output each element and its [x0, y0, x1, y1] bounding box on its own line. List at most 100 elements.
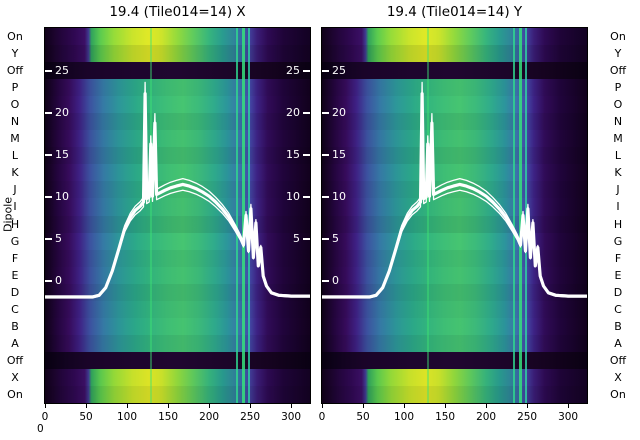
dipole-tick-column-left: On Y Off P O N M L K J I H G F E D C B A Off X On: [0, 28, 30, 403]
x-tick-label: 150: [158, 411, 179, 423]
value-tick-left: [45, 196, 52, 198]
dipole-tick-off: Off: [6, 353, 24, 367]
value-tick-left: [45, 238, 52, 240]
dipole-tick-m: M: [10, 132, 20, 146]
dipole-tick-e: E: [614, 268, 622, 282]
value-tick-label-left: 10: [55, 190, 69, 203]
x-tick: [86, 403, 87, 408]
dipole-tick-a: A: [614, 336, 622, 350]
x-tick: [527, 403, 529, 408]
dipole-tick-o: O: [613, 98, 623, 112]
value-tick-left: [45, 112, 52, 114]
dipole-tick-off: Off: [609, 353, 627, 367]
dipole-tick-column-right: On Y Off P O N M L K J I H G F E D C B A Off X On: [601, 28, 635, 403]
value-tick-label-left: 10: [332, 190, 346, 203]
dipole-tick-g: G: [613, 234, 623, 248]
value-tick-label-left: 5: [55, 232, 62, 245]
trace-polyline: [322, 92, 587, 299]
x-tick-label: 250: [240, 411, 261, 423]
dipole-tick-f: F: [614, 251, 622, 265]
dipole-tick-p: P: [614, 81, 622, 95]
value-tick-label-right: 25: [286, 64, 300, 77]
x-tick: [250, 403, 252, 408]
value-tick-label-right: 10: [286, 190, 300, 203]
dipole-tick-f: F: [11, 251, 19, 265]
value-tick-label-left: 5: [332, 232, 339, 245]
dipole-tick-g: G: [10, 234, 20, 248]
x-tick-label: 0: [318, 411, 326, 423]
stray-zero-label: 0: [37, 423, 44, 435]
value-tick-left: [322, 154, 329, 156]
x-tick-label: 250: [517, 411, 538, 423]
x-tick: [209, 403, 211, 408]
dipole-tick-j: J: [13, 183, 17, 197]
dipole-tick-o: O: [10, 98, 20, 112]
dipole-tick-b: B: [11, 319, 19, 333]
dipole-tick-i: I: [13, 200, 17, 214]
x-tick: [404, 403, 405, 408]
value-tick-label-right: 20: [286, 106, 300, 119]
value-tick-label-left: 0: [332, 274, 339, 287]
dipole-tick-y: Y: [614, 47, 622, 61]
heatmap-streak: [247, 28, 250, 403]
overlay-trace: [45, 81, 310, 299]
dipole-tick-on: On: [7, 30, 23, 43]
x-tick-label: 300: [281, 411, 302, 423]
value-tick-right: [303, 112, 310, 114]
x-tick-label: 100: [116, 411, 138, 423]
trace-polyline: [45, 92, 310, 299]
value-tick-right: [303, 196, 310, 198]
dipole-tick-h: H: [10, 217, 20, 231]
x-tick: [568, 403, 570, 408]
value-tick-left: [45, 70, 52, 72]
overlay-trace: [322, 81, 587, 299]
trace-polyline: [322, 81, 587, 299]
value-tick-label-left: 15: [55, 148, 69, 161]
value-tick-label-left: 20: [332, 106, 346, 119]
dipole-tick-on: On: [610, 387, 626, 401]
x-tick: [45, 403, 46, 408]
trace-polyline: [322, 104, 587, 297]
heatmap-streak: [241, 28, 245, 403]
dipole-tick-k: K: [11, 166, 19, 180]
dipole-tick-on: On: [610, 30, 626, 43]
dipole-tick-b: B: [614, 319, 622, 333]
value-tick-left: [322, 238, 329, 240]
dipole-tick-k: K: [614, 166, 622, 180]
heatmap-streak: [513, 28, 516, 403]
x-tick: [445, 403, 447, 408]
dipole-tick-d: D: [613, 285, 623, 299]
heatmap-streak: [427, 28, 429, 403]
value-tick-left: [45, 280, 52, 282]
value-tick-label-left: 25: [55, 64, 69, 77]
value-tick-label-left: 20: [55, 106, 69, 119]
dipole-tick-d: D: [10, 285, 20, 299]
dipole-tick-x: X: [11, 370, 19, 384]
heatmap-panel-y: 25 20 15 10 5 0 0 50 100 150 200 250 300: [319, 27, 588, 423]
dipole-tick-c: C: [11, 302, 19, 316]
x-tick-label: 200: [476, 411, 497, 423]
dipole-tick-e: E: [11, 268, 19, 282]
x-tick-label: 100: [393, 411, 415, 423]
heatmap-streak: [150, 28, 152, 403]
value-tick-left: [322, 280, 329, 282]
x-tick: [291, 403, 293, 408]
value-tick-label-left: 0: [55, 274, 62, 287]
value-tick-right: [303, 154, 310, 156]
trace-polyline: [45, 104, 310, 297]
dipole-tick-n: N: [10, 115, 20, 129]
value-tick-label-left: 15: [332, 148, 346, 161]
dipole-tick-j: J: [616, 183, 620, 197]
x-tick: [168, 403, 170, 408]
dipole-tick-l: L: [11, 149, 19, 163]
dipole-tick-p: P: [11, 81, 19, 95]
value-tick-label-right: 15: [286, 148, 300, 161]
value-tick-label-right: 5: [293, 232, 300, 245]
dipole-tick-h: H: [613, 217, 623, 231]
dipole-tick-m: M: [613, 132, 623, 146]
heatmap-streak: [518, 28, 522, 403]
dipole-tick-y: Y: [11, 47, 19, 61]
x-tick-label: 0: [41, 411, 49, 423]
x-tick-label: 50: [79, 411, 93, 423]
value-tick-right: [303, 70, 310, 72]
